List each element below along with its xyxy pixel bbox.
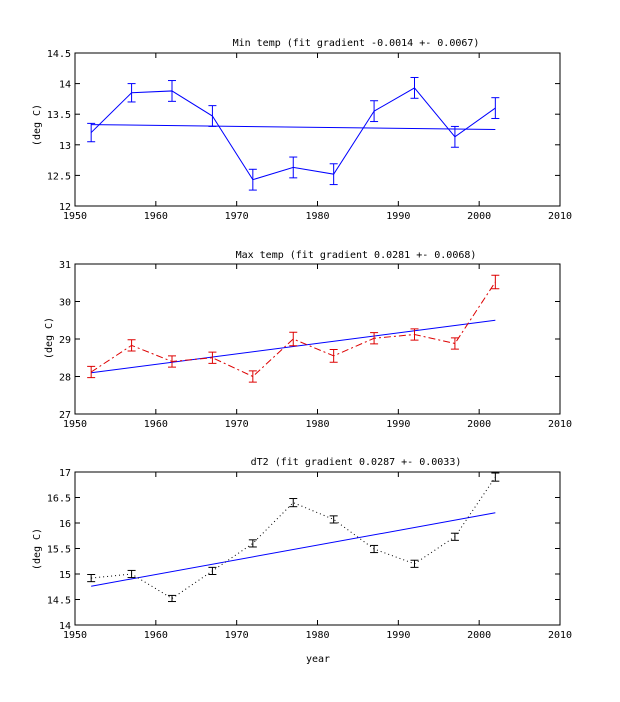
error-bar — [450, 125, 459, 148]
error-bar — [87, 365, 96, 379]
error-bar — [168, 80, 176, 102]
ticks-min-temp: 1950 1960 1970 1980 1990 2000 2010 12 12.5 13 13.5… — [47, 49, 572, 222]
error-bar — [410, 328, 419, 341]
marks-min-temp — [87, 76, 500, 191]
error-bar — [491, 274, 500, 290]
y-tick-label: 14.5 — [47, 596, 71, 607]
x-tick-label: 1960 — [144, 211, 168, 222]
fit-line-min-temp — [91, 124, 496, 130]
y-tick-label: 12 — [59, 202, 71, 213]
ticks-dt2: 1950 1960 1970 1980 1990 2000 2010 14 14.5 15 15.5… — [47, 468, 572, 641]
error-bar — [168, 355, 176, 368]
x-tick-label: 2010 — [548, 419, 572, 430]
error-bar — [289, 331, 298, 347]
x-tick-label: 1980 — [305, 419, 329, 430]
x-tick-label: 2000 — [467, 630, 491, 641]
ylabel-min-temp: (deg C) — [32, 104, 43, 146]
x-tick-label: 1990 — [386, 630, 410, 641]
y-tick-label: 15.5 — [47, 545, 71, 556]
error-bar — [127, 83, 136, 103]
error-bar — [370, 100, 379, 123]
x-tick-label: 1950 — [63, 630, 87, 641]
y-tick-label: 31 — [59, 260, 71, 271]
error-bar — [370, 332, 379, 345]
x-tick-label: 1970 — [225, 211, 249, 222]
x-tick-label: 2000 — [467, 419, 491, 430]
ylabel-dt2: (deg C) — [32, 528, 43, 570]
marks-max-temp — [87, 274, 500, 383]
marks-dt2 — [87, 472, 500, 603]
error-bar — [410, 559, 419, 568]
x-tick-label: 1960 — [144, 419, 168, 430]
x-tick-label: 1950 — [63, 419, 87, 430]
x-tick-label: 1990 — [386, 211, 410, 222]
y-tick-label: 16 — [59, 519, 71, 530]
ticks-max-temp: 1950 1960 1970 1980 1990 2000 2010 27 28 29 30 31 — [59, 260, 572, 430]
series-line-dt2 — [91, 476, 496, 600]
panel-max-temp: Max temp (fit gradient 0.0281 +- 0.0068)… — [44, 250, 572, 430]
title-max-temp: Max temp (fit gradient 0.0281 +- 0.0068) — [236, 250, 477, 261]
error-bar — [87, 574, 96, 583]
plot-frame-max-temp — [74, 263, 561, 415]
title-dt2: dT2 (fit gradient 0.0287 +- 0.0033) — [251, 457, 462, 468]
title-min-temp: Min temp (fit gradient -0.0014 +- 0.0067… — [233, 38, 480, 49]
x-tick-label: 2010 — [548, 630, 572, 641]
xlabel-dt2: year — [306, 654, 330, 665]
y-tick-label: 17 — [59, 468, 71, 479]
panel-dt2: dT2 (fit gradient 0.0287 +- 0.0033) (deg… — [32, 457, 572, 665]
ylabel-max-temp: (deg C) — [44, 317, 55, 359]
error-bar — [491, 472, 500, 482]
x-tick-label: 1990 — [386, 419, 410, 430]
y-tick-label: 13.5 — [47, 110, 71, 121]
x-tick-label: 2010 — [548, 211, 572, 222]
error-bar — [491, 97, 500, 119]
x-tick-label: 1970 — [225, 419, 249, 430]
error-bar — [248, 539, 257, 548]
fit-line-max-temp — [91, 319, 496, 374]
error-bar — [289, 498, 298, 508]
error-bar — [87, 122, 96, 143]
y-tick-label: 13 — [59, 141, 71, 152]
y-tick-label: 27 — [59, 410, 71, 421]
error-bar — [450, 337, 459, 350]
y-tick-label: 14 — [59, 621, 71, 632]
y-tick-label: 16.5 — [47, 494, 71, 505]
y-tick-label: 14 — [59, 80, 71, 91]
error-bar — [370, 544, 379, 554]
error-bar — [329, 163, 338, 186]
error-bar — [329, 349, 338, 363]
error-bar — [127, 339, 136, 352]
x-tick-label: 1970 — [225, 630, 249, 641]
y-tick-label: 28 — [59, 373, 71, 384]
error-bar — [410, 76, 419, 99]
y-tick-label: 15 — [59, 570, 71, 581]
error-bar — [450, 532, 459, 541]
error-bar — [248, 370, 257, 383]
x-tick-label: 1950 — [63, 211, 87, 222]
y-tick-label: 12.5 — [47, 171, 71, 182]
series-line-max-temp — [90, 281, 496, 378]
fit-line-dt2 — [91, 512, 496, 587]
y-tick-label: 14.5 — [47, 49, 71, 60]
x-tick-label: 1960 — [144, 630, 168, 641]
error-bar — [248, 168, 257, 191]
error-bar — [329, 515, 338, 524]
panel-min-temp: Min temp (fit gradient -0.0014 +- 0.0067… — [32, 38, 572, 222]
x-tick-label: 2000 — [467, 211, 491, 222]
y-tick-label: 30 — [59, 298, 71, 309]
error-bar — [208, 105, 217, 127]
x-tick-label: 1980 — [305, 211, 329, 222]
error-bar — [127, 569, 136, 579]
plot-frame-dt2 — [74, 471, 561, 626]
error-bar — [208, 351, 217, 364]
error-bar — [168, 594, 176, 603]
x-tick-label: 1980 — [305, 630, 329, 641]
error-bar — [289, 156, 298, 179]
error-bar — [208, 566, 217, 576]
y-tick-label: 29 — [59, 335, 71, 346]
